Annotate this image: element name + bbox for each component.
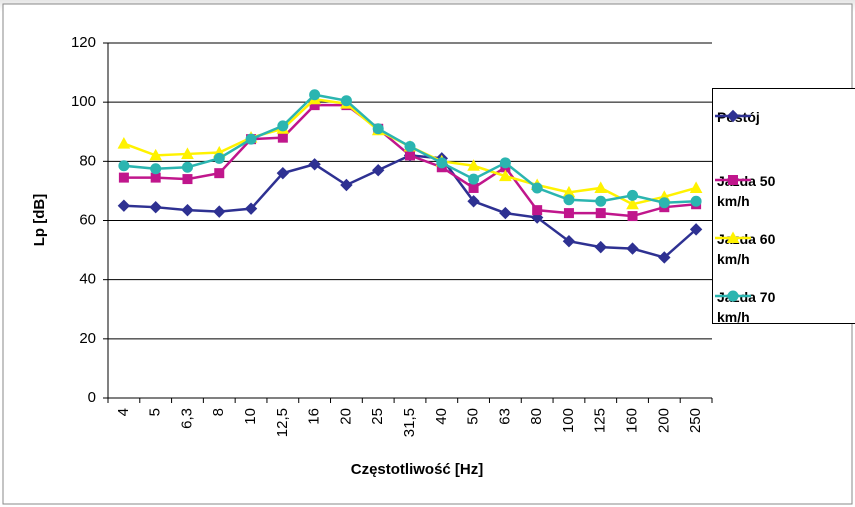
y-axis-title: Lp [dB]	[31, 194, 48, 246]
point	[277, 120, 289, 132]
x-tick-label: 200	[655, 408, 672, 433]
point	[181, 161, 193, 173]
point	[340, 95, 352, 107]
point	[405, 150, 415, 161]
point	[118, 160, 130, 172]
x-tick-label: 50	[465, 408, 482, 425]
x-tick-label: 20	[337, 408, 354, 425]
x-tick-label: 6,3	[178, 408, 195, 429]
x-axis-title: Częstotliwość [Hz]	[351, 461, 484, 478]
point	[627, 189, 639, 201]
point	[689, 181, 703, 193]
point	[214, 168, 225, 179]
y-tick-label: 60	[79, 211, 96, 228]
legend-marker	[727, 290, 739, 302]
point	[563, 208, 574, 219]
point	[627, 211, 638, 222]
x-tick-label: 250	[687, 408, 704, 433]
point	[181, 147, 194, 159]
x-tick-label: 5	[147, 408, 164, 416]
x-tick-label: 80	[528, 408, 545, 425]
point	[372, 164, 385, 177]
x-tick-label: 125	[592, 408, 609, 433]
x-tick-label: 63	[496, 408, 513, 425]
point	[182, 174, 193, 185]
point	[117, 137, 131, 149]
point	[690, 195, 702, 207]
point	[499, 206, 512, 220]
x-tick-label: 12,5	[274, 408, 291, 437]
point	[468, 182, 479, 193]
point	[277, 132, 288, 143]
legend: Postój Jazda 50 km/h Jazda 60 km/h Jazda 70…	[712, 88, 855, 327]
point	[626, 197, 639, 210]
legend-marker	[728, 175, 738, 185]
x-tick-label: 31,5	[401, 408, 418, 437]
point	[118, 172, 129, 183]
point	[626, 242, 639, 255]
point	[499, 157, 511, 169]
y-tick-label: 120	[71, 34, 96, 51]
point	[532, 205, 543, 216]
x-tick-label: 40	[433, 408, 450, 425]
point	[436, 157, 448, 169]
y-tick-label: 100	[71, 93, 96, 110]
legend-item: Jazda 60 km/h	[713, 229, 789, 269]
legend-item: Postój	[713, 107, 789, 127]
legend-symbol	[715, 175, 751, 185]
point	[562, 235, 576, 248]
point	[150, 163, 162, 175]
point	[468, 173, 480, 185]
x-tick-label: 25	[369, 408, 386, 425]
point	[499, 169, 512, 182]
point	[149, 200, 162, 214]
point	[467, 159, 480, 171]
point	[117, 199, 131, 212]
point	[658, 251, 671, 264]
point	[595, 195, 607, 207]
point	[245, 133, 257, 145]
point	[213, 152, 225, 164]
point	[594, 181, 608, 193]
frame	[2, 3, 853, 505]
x-tick-label: 100	[560, 408, 577, 433]
point	[340, 178, 353, 192]
legend-marker	[726, 109, 740, 123]
y-tick-label: 80	[79, 152, 96, 169]
point	[181, 203, 194, 217]
y-tick-label: 20	[79, 330, 96, 347]
legend-item: Jazda 50 km/h	[713, 171, 789, 211]
legend-symbol	[715, 290, 751, 302]
x-tick-label: 10	[242, 408, 259, 425]
point	[309, 89, 321, 101]
point	[150, 172, 161, 183]
point	[467, 195, 480, 208]
point	[689, 223, 703, 236]
x-tick-label: 16	[306, 408, 323, 425]
x-tick-label: 160	[623, 408, 640, 433]
point	[244, 202, 258, 215]
x-tick-label: 8	[210, 408, 227, 416]
point	[658, 197, 670, 209]
y-tick-label: 40	[79, 271, 96, 288]
point	[372, 123, 384, 135]
y-tick-label: 0	[88, 389, 96, 406]
legend-item: Jazda 70 km/h	[713, 287, 789, 327]
point	[563, 194, 575, 206]
legend-symbol	[715, 109, 751, 123]
point	[404, 141, 416, 153]
point	[308, 158, 321, 171]
x-tick-label: 4	[115, 408, 132, 416]
series	[118, 89, 702, 209]
point	[531, 182, 543, 194]
legend-symbol	[715, 231, 751, 243]
point	[213, 205, 226, 218]
point	[149, 148, 163, 161]
legend-marker	[726, 231, 740, 243]
point	[595, 208, 606, 219]
point	[276, 166, 290, 180]
point	[594, 240, 607, 254]
